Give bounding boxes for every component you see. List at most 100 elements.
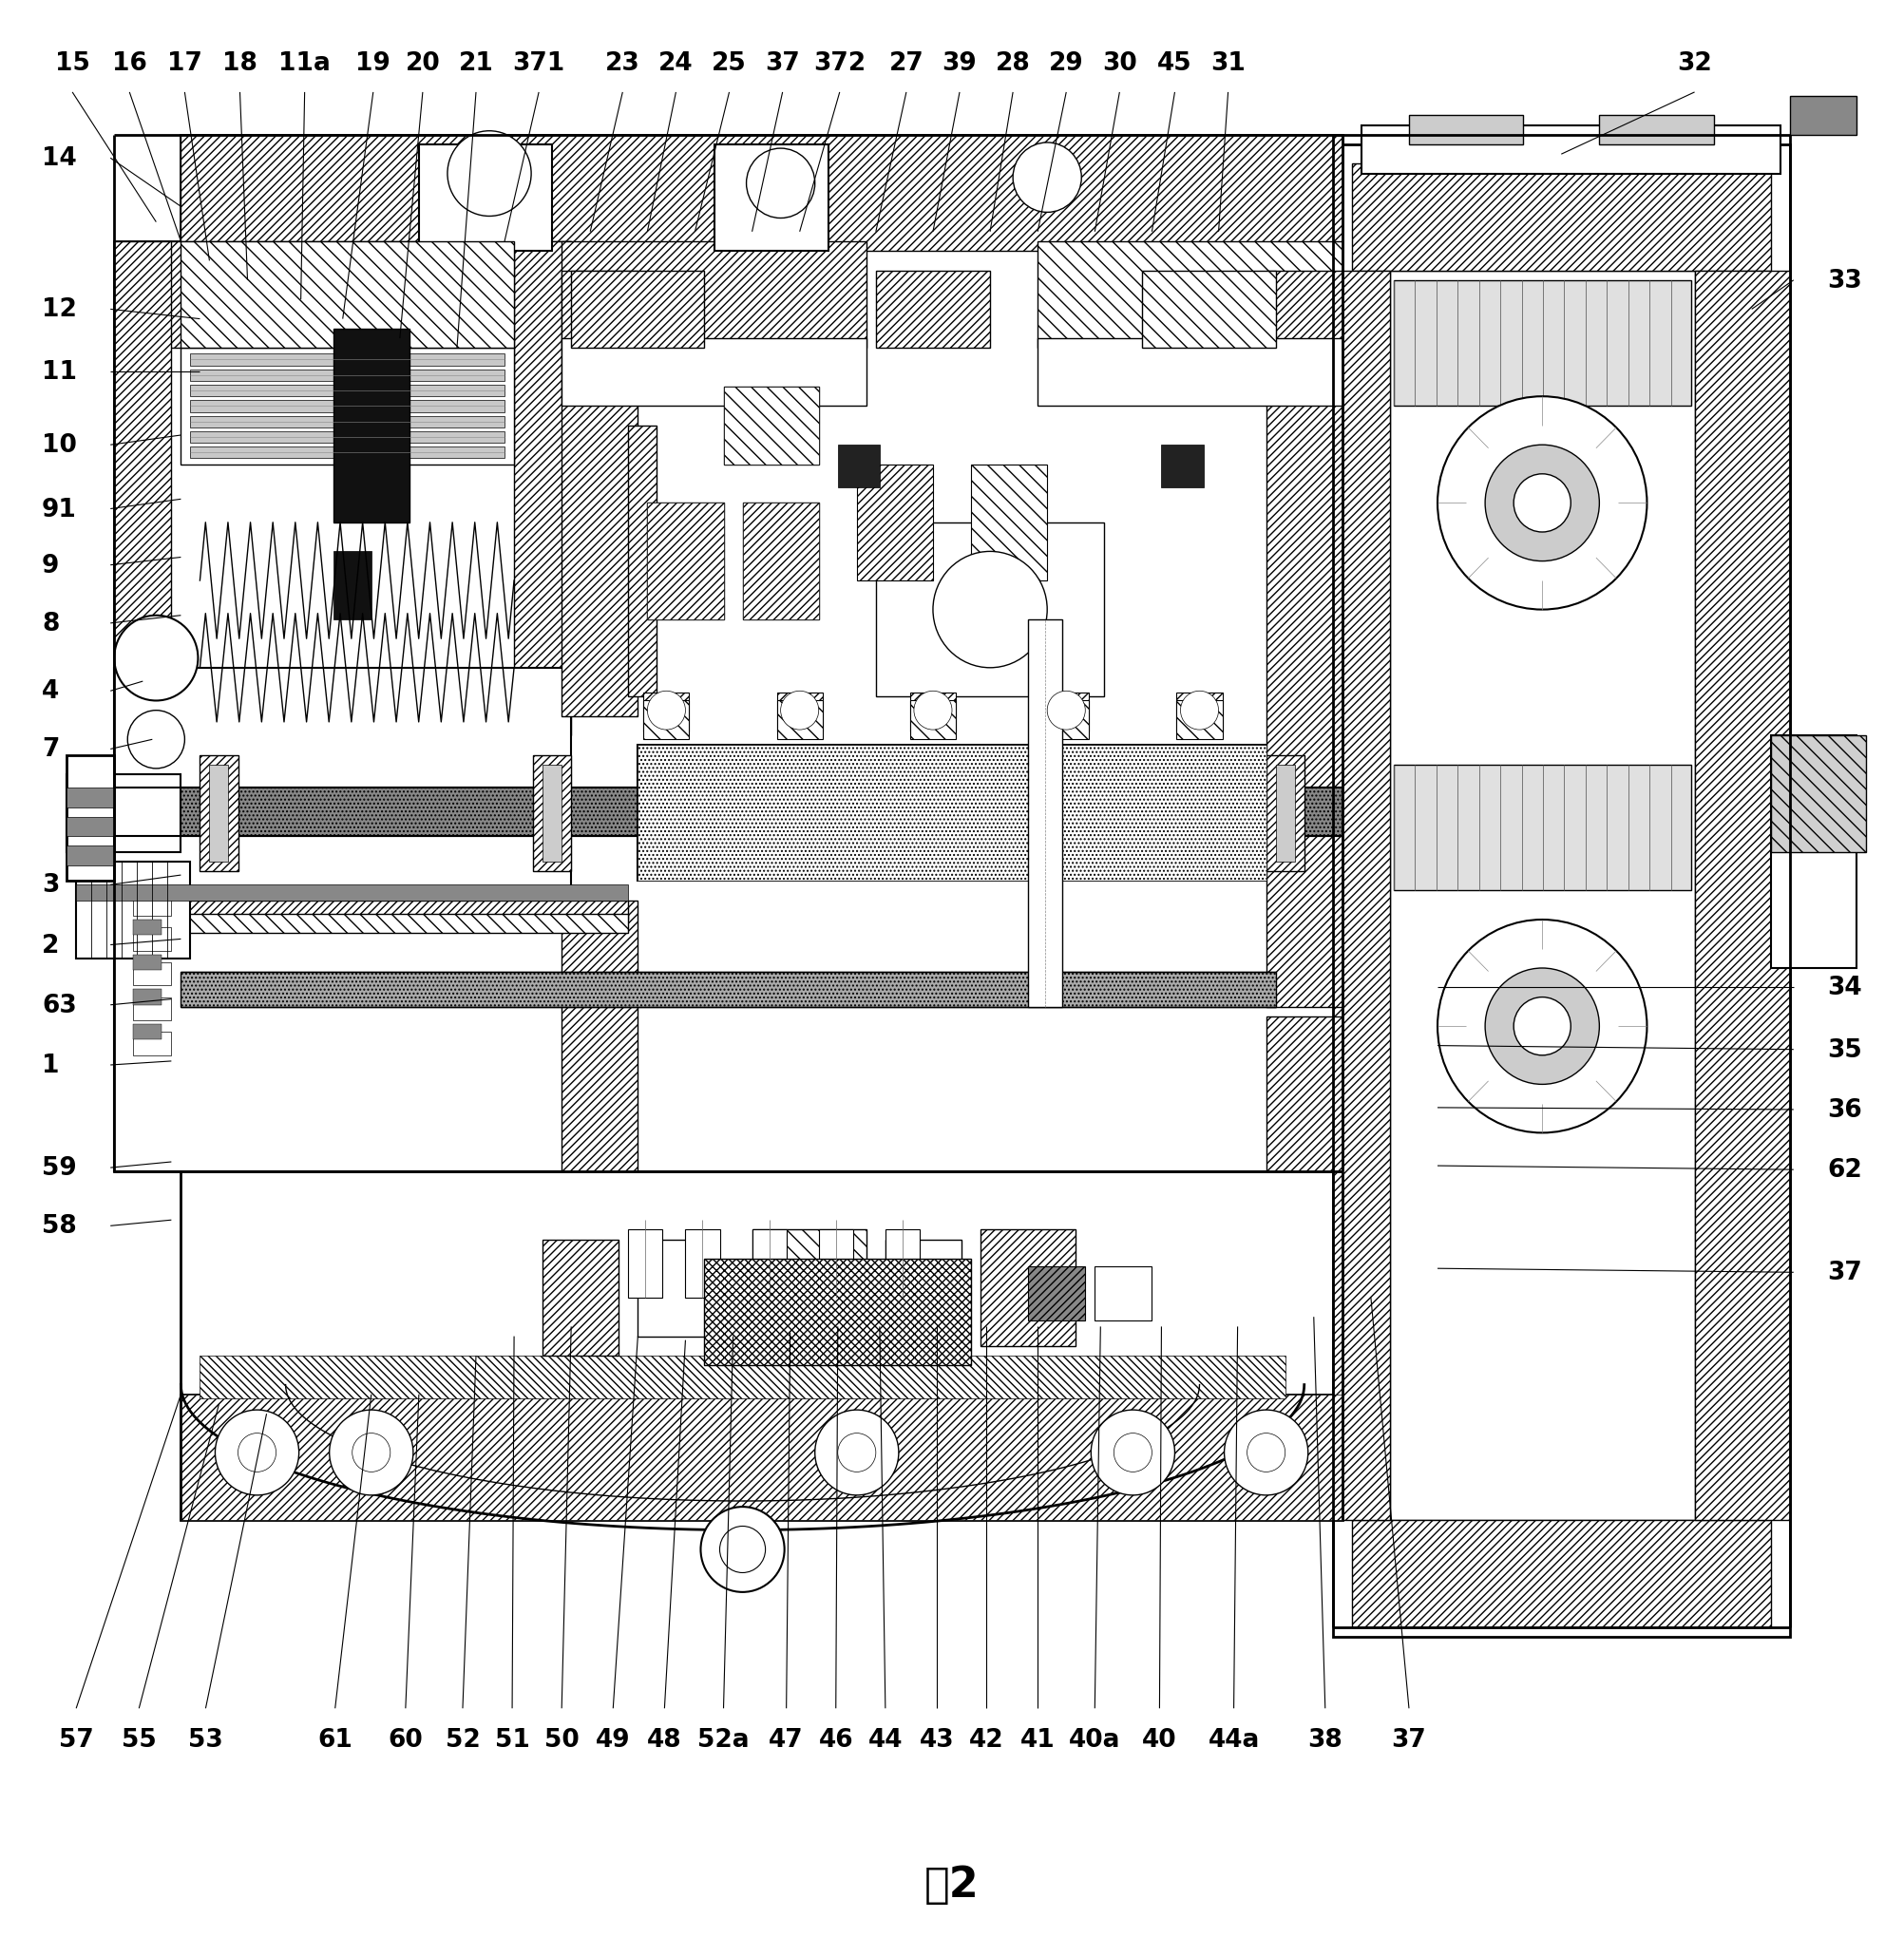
Bar	[419, 145, 552, 252]
Bar	[647, 504, 724, 620]
Bar	[76, 901, 628, 920]
Text: 30: 30	[1102, 52, 1137, 76]
Bar	[133, 920, 162, 936]
Circle shape	[701, 1507, 784, 1592]
Bar	[685, 1230, 720, 1298]
Bar	[1333, 145, 1790, 1637]
Circle shape	[1091, 1410, 1175, 1495]
Bar	[1790, 97, 1856, 136]
Bar	[743, 504, 819, 620]
Text: 11: 11	[42, 360, 76, 384]
Circle shape	[114, 616, 198, 701]
Bar	[1142, 271, 1276, 349]
Text: 7: 7	[42, 738, 59, 761]
Bar	[1038, 339, 1342, 407]
Bar	[67, 775, 181, 852]
Bar	[76, 862, 190, 959]
Bar	[724, 387, 819, 465]
Text: 50: 50	[545, 1728, 579, 1751]
Bar	[114, 242, 571, 349]
Bar	[743, 504, 819, 620]
Bar	[114, 668, 571, 1172]
Bar	[76, 885, 628, 901]
Bar	[981, 1230, 1076, 1346]
Bar	[910, 693, 956, 732]
Text: 31: 31	[1211, 52, 1245, 76]
Text: 45: 45	[1158, 52, 1192, 76]
Text: 4: 4	[42, 680, 59, 703]
Bar	[571, 271, 704, 349]
Bar	[1394, 281, 1691, 407]
Text: 23: 23	[605, 52, 640, 76]
Circle shape	[352, 1433, 390, 1472]
Bar	[1695, 271, 1790, 1521]
Circle shape	[647, 692, 685, 730]
Text: 33: 33	[1828, 269, 1862, 292]
Circle shape	[933, 552, 1047, 668]
Text: 53: 53	[188, 1728, 223, 1751]
Bar	[190, 401, 505, 413]
Circle shape	[914, 692, 952, 730]
Bar	[133, 893, 171, 916]
Text: 24: 24	[659, 52, 693, 76]
Bar	[181, 1395, 1342, 1521]
Bar	[1177, 701, 1222, 740]
Bar	[562, 242, 1342, 1172]
Bar	[181, 136, 1342, 252]
Bar	[1266, 271, 1342, 1007]
Bar	[857, 465, 933, 581]
Text: 371: 371	[512, 52, 565, 76]
Bar	[1028, 1267, 1085, 1321]
Text: 25: 25	[712, 52, 746, 76]
Text: 63: 63	[42, 994, 76, 1017]
Circle shape	[746, 149, 815, 219]
Bar	[638, 1240, 714, 1337]
Bar	[200, 755, 238, 872]
Text: 41: 41	[1021, 1728, 1055, 1751]
Bar	[752, 1230, 866, 1346]
Bar	[628, 1230, 663, 1298]
Text: 372: 372	[813, 52, 866, 76]
Text: 44a: 44a	[1207, 1728, 1260, 1751]
Text: 43: 43	[920, 1728, 954, 1751]
Bar	[190, 370, 505, 382]
Bar	[67, 755, 114, 881]
Circle shape	[238, 1433, 276, 1472]
Text: 61: 61	[318, 1728, 352, 1751]
Bar	[1771, 736, 1856, 968]
Bar	[181, 349, 514, 465]
Text: 44: 44	[868, 1728, 902, 1751]
Bar	[76, 914, 628, 934]
Text: 34: 34	[1828, 976, 1862, 999]
Text: 91: 91	[42, 498, 76, 521]
Bar	[133, 1032, 171, 1056]
Text: 48: 48	[647, 1728, 682, 1751]
Circle shape	[838, 1433, 876, 1472]
Bar	[67, 817, 114, 837]
Text: 58: 58	[42, 1214, 76, 1238]
Bar	[543, 1240, 619, 1356]
Bar	[1177, 693, 1222, 732]
Circle shape	[1013, 143, 1081, 213]
Circle shape	[1180, 692, 1219, 730]
Text: 60: 60	[388, 1728, 423, 1751]
Text: 38: 38	[1308, 1728, 1342, 1751]
Bar	[876, 271, 990, 349]
Bar	[133, 1025, 162, 1040]
Bar	[76, 788, 1342, 837]
Bar	[133, 955, 162, 970]
Circle shape	[781, 692, 819, 730]
Bar	[647, 504, 724, 620]
Text: 27: 27	[889, 52, 923, 76]
Circle shape	[447, 132, 531, 217]
Bar	[910, 701, 956, 740]
Bar	[181, 242, 514, 349]
Text: 47: 47	[769, 1728, 803, 1751]
Bar	[200, 1356, 1285, 1399]
Circle shape	[1114, 1433, 1152, 1472]
Text: 32: 32	[1677, 52, 1712, 76]
Bar	[638, 746, 1266, 881]
Bar	[67, 788, 114, 808]
Bar	[562, 242, 866, 349]
Bar	[1095, 1267, 1152, 1321]
